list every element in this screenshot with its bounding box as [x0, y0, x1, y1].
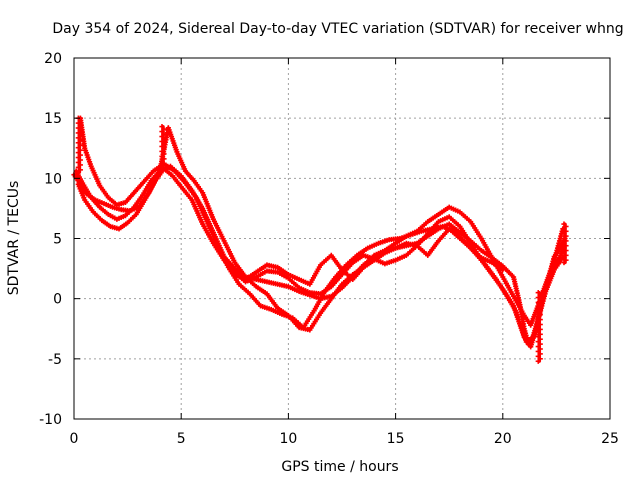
y-tick-label: 0: [53, 292, 62, 308]
series-line: [78, 116, 565, 344]
series-track-4: [73, 125, 566, 333]
x-tick-label: 5: [177, 431, 186, 447]
spike: [159, 123, 167, 169]
x-axis-label: GPS time / hours: [281, 459, 398, 475]
tick-layer: 0 5 10 15 20 25 -10 -5 0 5 10 15 20: [39, 51, 619, 447]
y-tick-label: -10: [39, 412, 62, 428]
y-tick-label: 20: [44, 51, 62, 67]
y-tick-label: 5: [53, 232, 62, 248]
grid-layer: [74, 58, 610, 419]
x-tick-label: 10: [279, 431, 297, 447]
y-tick-label: 15: [44, 111, 62, 127]
spike: [535, 290, 543, 364]
y-tick-label: -5: [48, 352, 62, 368]
chart-title: Day 354 of 2024, Sidereal Day-to-day VTE…: [52, 21, 623, 37]
x-tick-label: 0: [70, 431, 79, 447]
y-axis-label: SDTVAR / TECUs: [6, 181, 22, 296]
x-tick-label: 25: [601, 431, 619, 447]
series-track-5: [232, 226, 506, 287]
spike: [75, 115, 83, 175]
spike: [561, 221, 569, 266]
x-tick-label: 15: [387, 431, 405, 447]
y-tick-label: 10: [44, 171, 62, 187]
series-layer: [71, 115, 569, 364]
x-tick-label: 20: [494, 431, 512, 447]
